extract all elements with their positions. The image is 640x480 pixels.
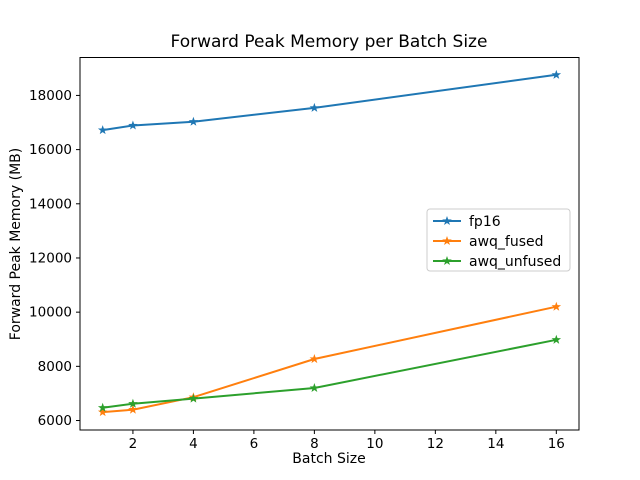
data-point-marker [188,393,199,403]
x-tick-label: 16 [548,436,565,452]
x-tick-label: 14 [487,436,504,452]
data-point-marker [97,402,108,412]
x-tick-label: 12 [427,436,444,452]
series-fp16 [97,69,562,135]
data-point-marker [551,301,562,311]
y-tick-label: 14000 [29,196,72,212]
legend-box [426,208,571,272]
y-tick-label: 18000 [29,88,72,104]
x-axis-label: Batch Size [292,451,365,467]
legend-marker [442,216,452,226]
data-point-marker [309,383,320,393]
x-tick-label: 10 [366,436,383,452]
plot-area: 2 4 6 8 10 12 14 16 6000 8000 10000 12000 14000 16000… [29,57,580,452]
data-point-marker [551,334,562,344]
series-line-awq_fused [102,305,557,414]
series-awq_fused [97,301,562,417]
data-point-marker [128,404,138,414]
x-tick-label: 8 [310,436,319,452]
data-point-marker [128,398,138,408]
y-tick-label: 8000 [38,359,72,375]
chart-title: Forward Peak Memory per Batch Size [171,32,488,52]
y-tick-label: 16000 [29,142,72,158]
series-line-fp16 [102,73,557,132]
legend-marker [442,236,452,246]
series-line-awq_unfused [102,338,557,409]
x-tick-label: 2 [129,436,138,452]
legend: fp16 awq_fused awq_unfused [426,208,571,272]
y-tick-label: 6000 [38,413,72,429]
data-point-marker [97,125,108,135]
y-axis: 6000 8000 10000 12000 14000 16000 18000 [29,88,80,429]
data-point-marker [309,102,320,112]
x-tick-label: 6 [250,436,259,452]
y-tick-label: 12000 [29,250,72,266]
data-point-marker [128,120,138,130]
legend-marker [442,256,452,266]
legend-label-fp16: fp16 [469,214,501,230]
data-point-marker [97,407,108,417]
legend-label-awq_unfused: awq_unfused [469,254,561,270]
x-tick-label: 4 [189,436,198,452]
x-axis: 2 4 6 8 10 12 14 16 [129,430,565,452]
legend-label-awq_fused: awq_fused [469,234,544,250]
y-tick-label: 10000 [29,305,72,321]
y-axis-label: Forward Peak Memory (MB) [8,148,24,340]
data-point-marker [188,116,199,126]
data-point-marker [551,69,562,79]
series-awq_unfused [97,334,562,412]
data-point-marker [309,354,320,364]
axes-spines [79,57,580,431]
